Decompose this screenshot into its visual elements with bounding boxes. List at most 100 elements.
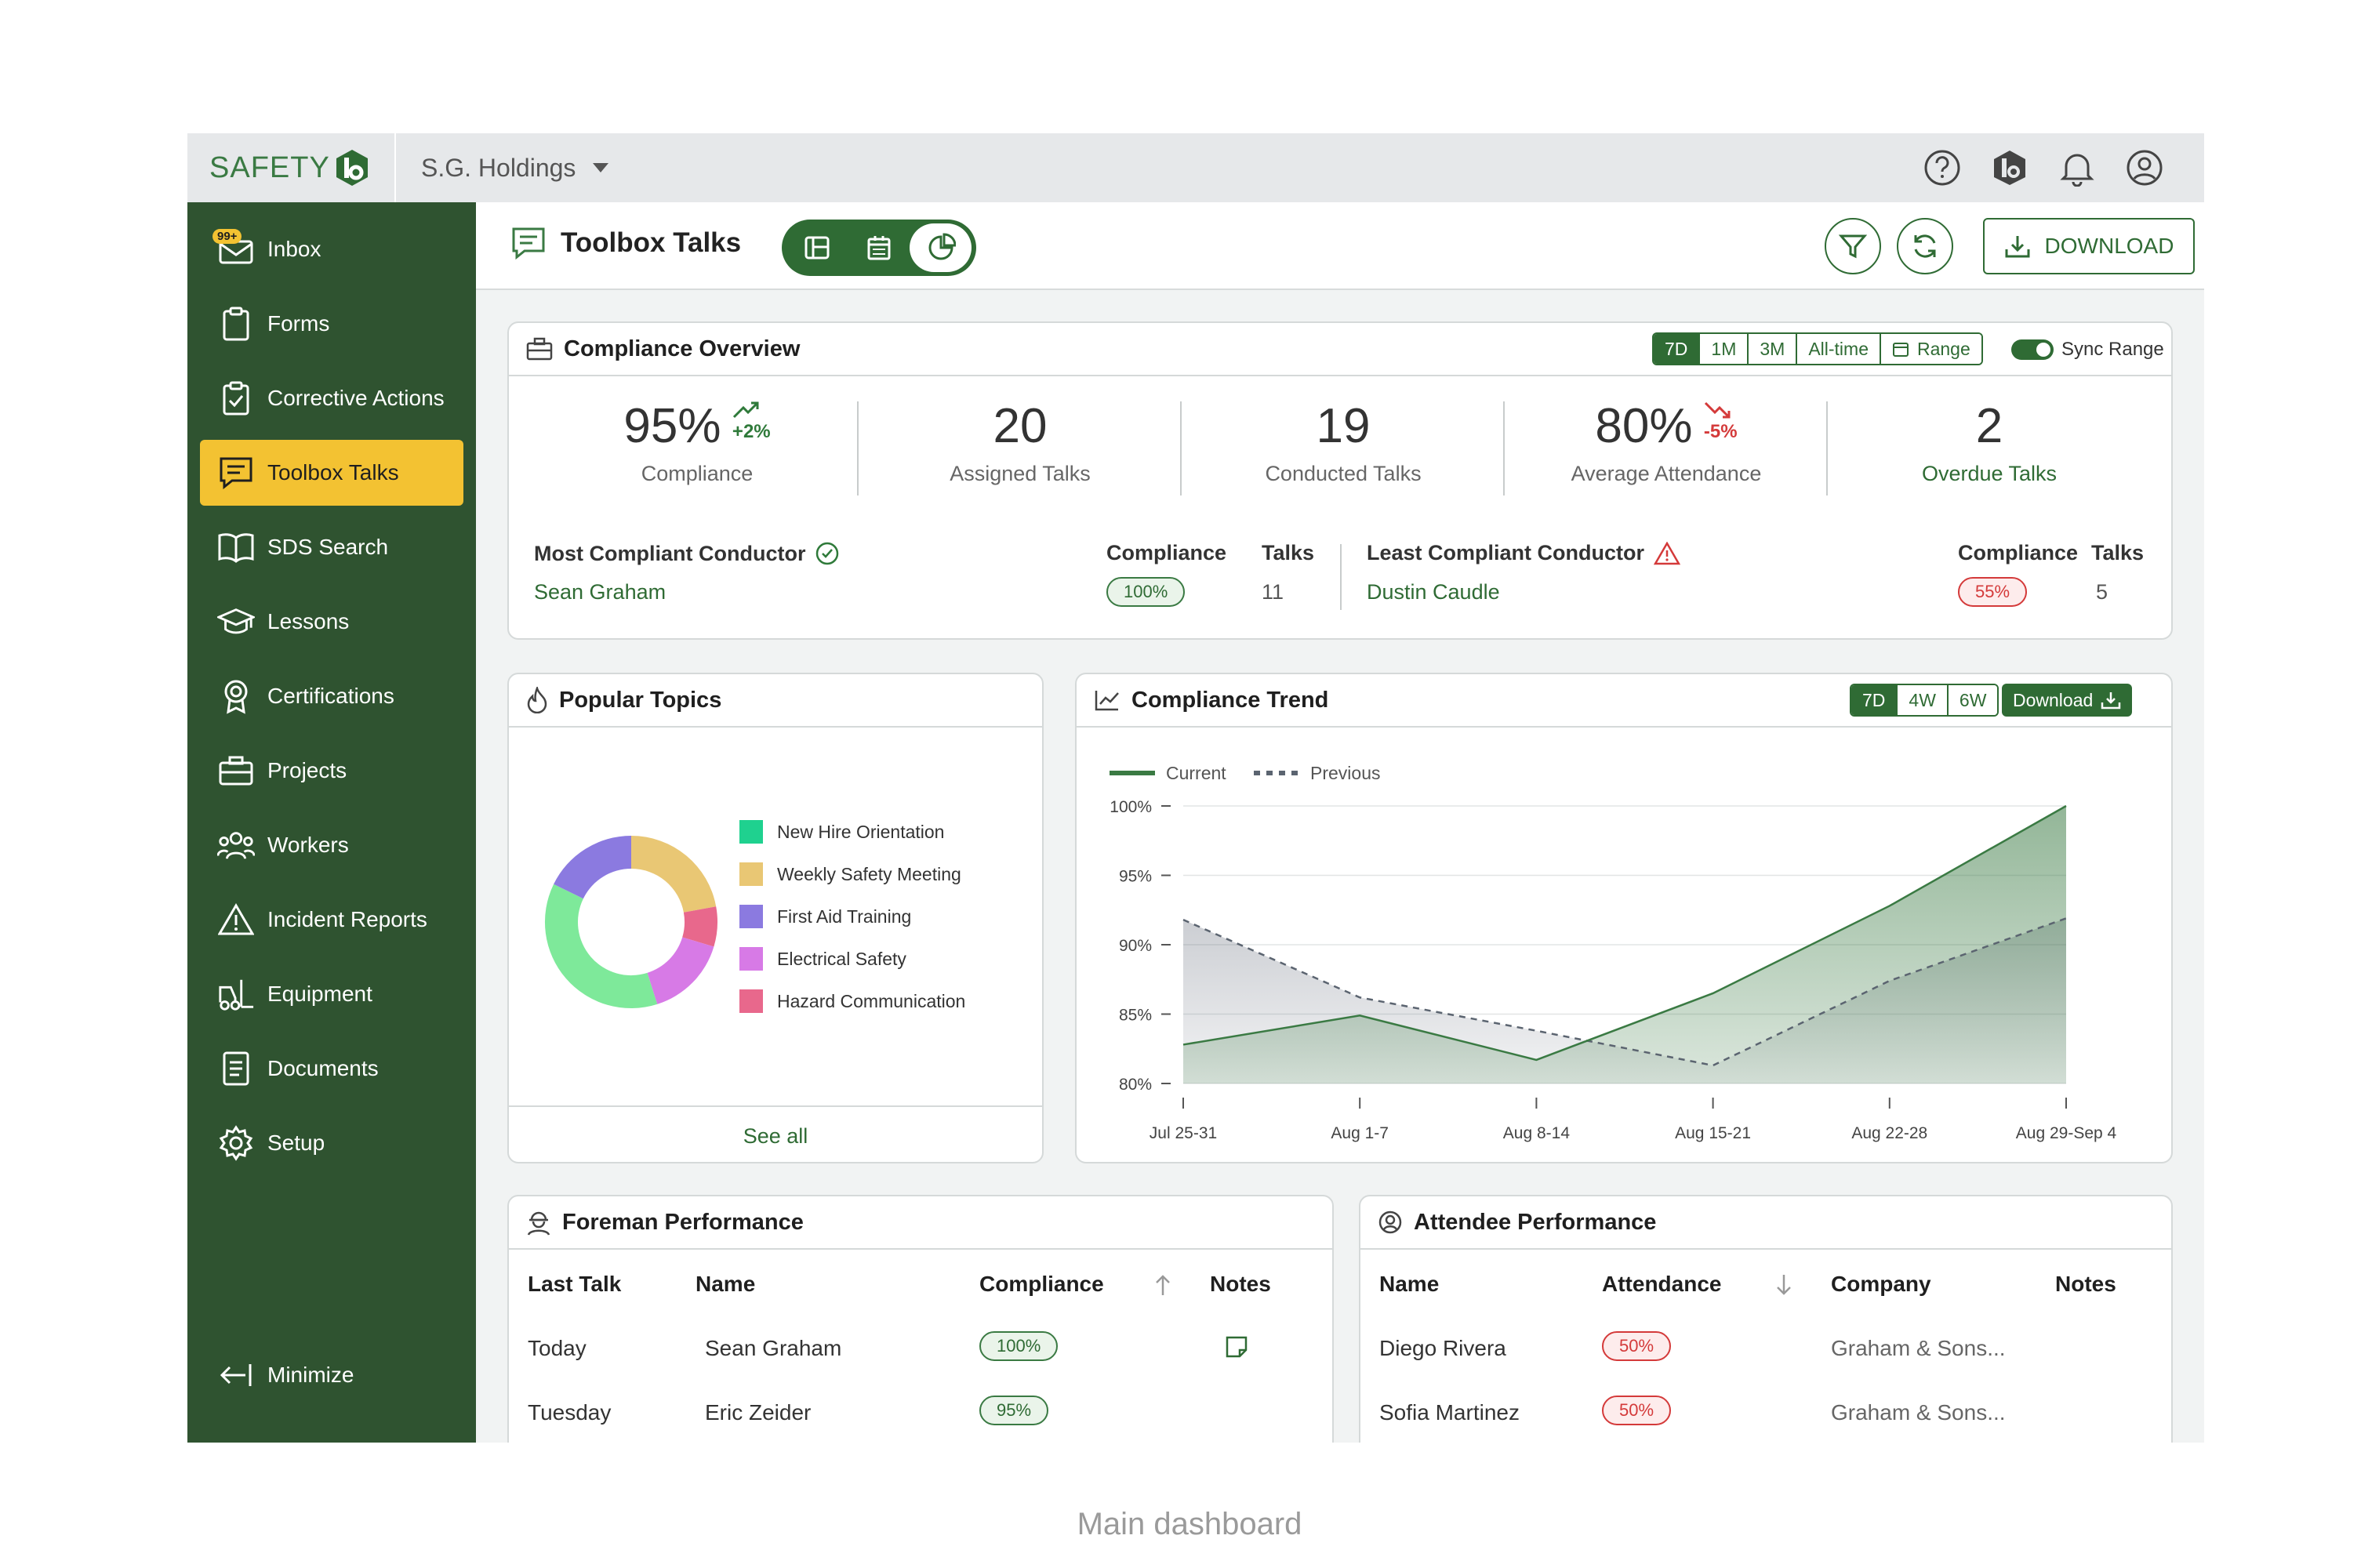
card-header: Compliance Overview [509,323,2171,376]
sidebar-item-label: Forms [267,311,330,336]
figure-caption: Main dashboard [1077,1507,1302,1541]
kpi-delta-down: -5% [1704,401,1738,441]
legend-label: First Aid Training [777,906,912,927]
col-header-compliance[interactable]: Compliance [979,1272,1104,1296]
sort-descending-icon[interactable] [1774,1273,1793,1297]
kpi-conducted-talks: 19 Conducted Talks [1194,398,1492,486]
topics-donut-chart [544,836,718,1009]
sidebar-item-equipment[interactable]: Equipment [200,961,463,1027]
card-title: Foreman Performance [562,1209,804,1235]
kpi-overdue-talks[interactable]: 2 Overdue Talks [1840,398,2138,486]
app-switch-icon[interactable] [1989,147,2030,188]
app-logo[interactable]: SAFETY [187,133,396,202]
card-title: Attendee Performance [1414,1209,1657,1235]
col-header-name[interactable]: Name [696,1272,756,1296]
range-4w[interactable]: 4W [1898,685,1949,715]
range-7d[interactable]: 7D [1654,334,1701,364]
calendar-icon [1892,343,1909,357]
sort-ascending-icon[interactable] [1153,1273,1172,1297]
clipboard-check-icon [217,379,255,417]
sync-range-toggle[interactable]: Sync Range [2011,339,2164,361]
refresh-button[interactable] [1897,218,1953,274]
most-compliant-heading-text: Most Compliant Conductor [534,541,806,565]
col-header-company[interactable]: Company [1831,1272,1931,1296]
sidebar-item-workers[interactable]: Workers [200,812,463,878]
note-icon[interactable] [1224,1334,1249,1359]
range-7d[interactable]: 7D [1851,685,1898,715]
x-tick-label: Aug 1-7 [1331,1124,1389,1142]
sidebar: 99+ Inbox Forms Corrective Actions Toolb… [187,202,476,1443]
hardhat-user-icon [527,1211,550,1236]
minimize-button[interactable]: Minimize [200,1342,463,1408]
sidebar-item-projects[interactable]: Projects [200,738,463,804]
sidebar-item-forms[interactable]: Forms [200,291,463,357]
kpi-value: 19 [1316,399,1371,453]
col-header-name[interactable]: Name [1379,1272,1440,1296]
compliance-trend-card: Compliance Trend 7D 4W 6W Download Curre… [1075,673,2173,1163]
logo-wordmark: SAFETY [209,151,330,184]
calendar-view-button[interactable] [848,223,910,272]
card-title: Popular Topics [559,687,722,713]
col-header-notes[interactable]: Notes [1210,1272,1271,1296]
see-all-link[interactable]: See all [509,1105,1042,1162]
download-button[interactable]: DOWNLOAD [1983,218,2195,274]
download-icon [2101,692,2121,710]
award-icon [217,677,255,715]
cell-last-talk: Today [528,1336,587,1360]
line-chart-icon [1095,691,1119,711]
sidebar-item-sds-search[interactable]: SDS Search [200,514,463,580]
range-3m[interactable]: 3M [1749,334,1798,364]
kpi-divider [1503,401,1505,495]
cell-attendance: 50% [1602,1396,1672,1425]
sidebar-item-toolbox-talks[interactable]: Toolbox Talks [200,440,463,506]
sidebar-item-incident-reports[interactable]: Incident Reports [200,887,463,953]
minimize-label: Minimize [267,1363,354,1387]
page-title-text: Toolbox Talks [561,227,742,258]
range-6w[interactable]: 6W [1948,685,1998,715]
sidebar-item-label: Incident Reports [267,907,427,931]
filter-button[interactable] [1825,218,1881,274]
sidebar-item-lessons[interactable]: Lessons [200,589,463,655]
range-1m[interactable]: 1M [1700,334,1749,364]
col-header-last-talk[interactable]: Last Talk [528,1272,622,1296]
toggle-switch [2011,339,2054,360]
col-header-notes[interactable]: Notes [2055,1272,2116,1296]
sidebar-item-documents[interactable]: Documents [200,1036,463,1102]
app-window: SAFETY S.G. Holdings [187,133,2204,1443]
user-account-icon[interactable] [2124,147,2165,188]
cell-name: Eric Zeider [705,1400,812,1425]
col-header-attendance[interactable]: Attendance [1602,1272,1722,1296]
least-compliant-name[interactable]: Dustin Caudle [1367,580,1500,604]
sync-range-label: Sync Range [2061,339,2164,360]
sidebar-item-certifications[interactable]: Certifications [200,663,463,729]
refresh-icon [1914,234,1936,258]
sidebar-item-inbox[interactable]: 99+ Inbox [200,216,463,282]
page-title: Toolbox Talks [510,226,741,260]
least-compliance-pill: 55% [1958,577,2028,607]
sidebar-item-corrective-actions[interactable]: Corrective Actions [200,365,463,431]
graduation-cap-icon [217,603,255,641]
legend-label: Weekly Safety Meeting [777,863,961,884]
cell-name: Sean Graham [705,1336,842,1360]
compliance-pill-text: 95% [979,1396,1049,1425]
chat-message-icon [217,454,255,492]
range-all-time[interactable]: All-time [1797,334,1881,364]
least-talks-value: 5 [2096,580,2108,604]
range-custom[interactable]: Range [1880,334,1981,364]
kpi-value: 20 [993,399,1048,453]
most-compliant-name[interactable]: Sean Graham [534,580,666,604]
flame-icon [527,687,547,713]
analytics-view-button[interactable] [910,223,972,272]
notifications-bell-icon[interactable] [2057,147,2098,188]
chevron-down-icon [593,163,609,172]
least-compliant-heading-text: Least Compliant Conductor [1367,541,1645,564]
org-selector[interactable]: S.G. Holdings [421,133,609,202]
sidebar-item-label: Certifications [267,684,394,708]
help-icon[interactable] [1922,147,1963,188]
sidebar-item-setup[interactable]: Setup [200,1110,463,1176]
trend-download-button[interactable]: Download [2002,684,2133,717]
trend-up-icon [732,401,759,419]
conductor-divider [1340,544,1342,610]
card-header: Foreman Performance [509,1196,1332,1250]
table-view-button[interactable] [786,223,848,272]
